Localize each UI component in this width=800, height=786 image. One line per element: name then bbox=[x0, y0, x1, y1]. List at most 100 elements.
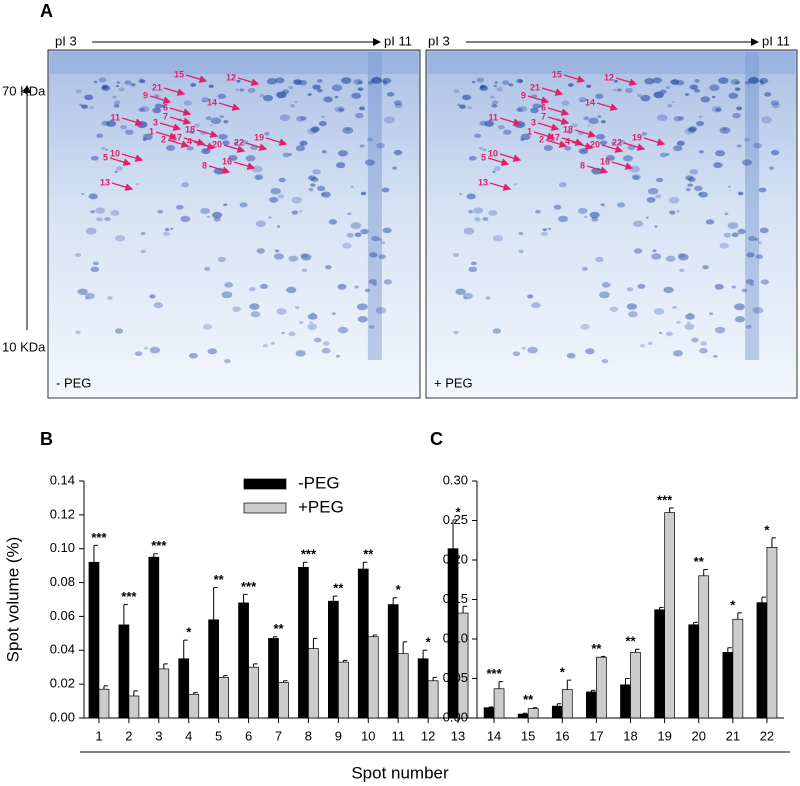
gel-spot bbox=[591, 217, 599, 222]
x-axis-label: Spot number bbox=[351, 763, 449, 782]
gel-spot bbox=[104, 216, 111, 221]
x-tick-label: 20 bbox=[691, 728, 705, 743]
gel-spot bbox=[135, 183, 140, 186]
gel-spot bbox=[269, 196, 279, 203]
gel-spot bbox=[335, 354, 341, 358]
spot-arrow bbox=[541, 87, 564, 96]
y-tick-label: 0.20 bbox=[443, 551, 468, 566]
gel-spot bbox=[728, 185, 732, 188]
gel-spot bbox=[115, 166, 123, 171]
gel-spot bbox=[758, 187, 767, 193]
gel-spot bbox=[734, 316, 745, 323]
gel-spot bbox=[715, 326, 726, 334]
bar bbox=[298, 566, 309, 719]
spot-label: 16 bbox=[600, 156, 610, 166]
significance: *** bbox=[486, 666, 502, 681]
gel-spot bbox=[259, 283, 268, 289]
spot-arrow bbox=[537, 122, 560, 131]
gel-spot bbox=[669, 210, 676, 215]
spot-label: 8 bbox=[580, 160, 585, 170]
gel-spot bbox=[93, 80, 98, 84]
spot-arrow bbox=[533, 131, 556, 140]
spot-label: 21 bbox=[152, 82, 162, 92]
gel-spot bbox=[393, 100, 402, 106]
gel-spot bbox=[336, 162, 346, 169]
spot-label: 18 bbox=[185, 124, 195, 134]
gel-spot bbox=[459, 192, 463, 195]
error-bar bbox=[342, 659, 348, 663]
spot-label: 10 bbox=[110, 148, 120, 158]
gel-spot bbox=[724, 212, 729, 216]
gel-spot bbox=[313, 337, 322, 343]
spot-label: 12 bbox=[604, 72, 614, 82]
y-tick-label: 0.00 bbox=[443, 709, 468, 724]
gel-spot bbox=[337, 283, 347, 290]
significance: *** bbox=[121, 589, 137, 604]
spot-arrow bbox=[265, 137, 288, 146]
bar bbox=[327, 600, 339, 719]
gel-spot bbox=[601, 358, 609, 364]
error-bar bbox=[93, 544, 98, 563]
gel-spot bbox=[149, 346, 161, 354]
gel-spot bbox=[700, 96, 711, 103]
error-bar bbox=[283, 680, 288, 683]
gel-spot bbox=[567, 130, 573, 134]
bar bbox=[268, 638, 279, 719]
gel-spot bbox=[120, 125, 128, 130]
gel-spot bbox=[490, 95, 496, 99]
error-bar bbox=[488, 706, 494, 708]
gel-spot bbox=[75, 89, 82, 94]
gel-spot bbox=[677, 252, 686, 258]
gel-spot bbox=[580, 323, 590, 330]
x-tick-label: 6 bbox=[245, 728, 252, 743]
spot-label: 3 bbox=[153, 117, 158, 127]
x-tick-label: 3 bbox=[155, 728, 162, 743]
gel-spot bbox=[361, 192, 366, 195]
spot-arrow bbox=[574, 129, 597, 138]
spot-arrow bbox=[218, 102, 241, 111]
error-bar bbox=[659, 606, 664, 610]
y-tick-label: 0.00 bbox=[50, 709, 75, 724]
error-bar bbox=[392, 597, 398, 605]
gel-spot bbox=[670, 79, 680, 85]
x-tick-label: 11 bbox=[391, 728, 405, 743]
gel-spot bbox=[746, 252, 755, 258]
gel-spot bbox=[698, 115, 702, 118]
gel-spot bbox=[696, 120, 705, 127]
spot-arrow bbox=[601, 144, 624, 153]
gel-spot bbox=[715, 107, 722, 112]
gel-spot bbox=[577, 207, 588, 215]
error-bar bbox=[556, 703, 562, 707]
gel-spot bbox=[322, 341, 330, 346]
gel-spot bbox=[381, 187, 390, 193]
gel-spot bbox=[600, 120, 606, 124]
gel-spot bbox=[531, 302, 541, 309]
gel-spot bbox=[673, 145, 683, 152]
gel-spot bbox=[700, 341, 708, 346]
gel-spot bbox=[262, 94, 274, 102]
gel-spot bbox=[753, 142, 762, 149]
gel-spot bbox=[95, 207, 106, 214]
gel-spot bbox=[492, 328, 502, 334]
spot-arrow bbox=[245, 142, 268, 151]
gel-spot bbox=[101, 120, 110, 126]
gel-spot bbox=[359, 144, 365, 148]
gel-spot bbox=[163, 231, 170, 237]
spot-arrow bbox=[611, 161, 634, 170]
spot-label: 1 bbox=[527, 126, 532, 136]
gel-spot bbox=[223, 120, 229, 124]
gel-spot bbox=[81, 104, 88, 109]
error-bar bbox=[669, 507, 674, 513]
gel-spot bbox=[667, 104, 673, 108]
gel-spot bbox=[208, 84, 214, 88]
pi-label: pI 11 bbox=[384, 33, 412, 48]
gel-spot bbox=[689, 84, 699, 90]
gel-spot bbox=[479, 84, 487, 89]
spot-label: 18 bbox=[563, 124, 573, 134]
bar bbox=[457, 612, 469, 719]
error-bar bbox=[771, 537, 776, 548]
bar bbox=[357, 568, 369, 719]
gel-spot bbox=[745, 279, 754, 285]
gel-spot bbox=[734, 80, 741, 85]
gel-spot bbox=[149, 294, 156, 299]
